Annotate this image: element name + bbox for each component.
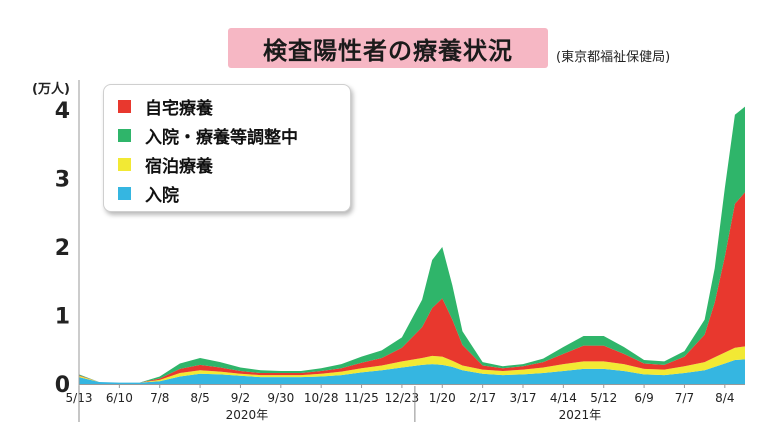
x-tick-label-3-17: 3/17 xyxy=(510,391,537,405)
y-axis-unit: (万人) xyxy=(32,82,70,97)
source-note: (東京都福祉保健局) xyxy=(556,50,671,65)
legend-swatch-adjusting xyxy=(118,129,131,142)
legend-swatch-home xyxy=(118,100,131,113)
legend-swatch-hospital xyxy=(118,187,131,200)
y-tick-label-3: 3 xyxy=(55,168,70,193)
legend-label-home: 自宅療養 xyxy=(145,99,213,119)
x-tick-label-6-10: 6/10 xyxy=(106,391,133,405)
x-tick-label-8-4: 8/4 xyxy=(715,391,734,405)
series-hotel-area xyxy=(79,346,745,383)
y-tick-label-0: 0 xyxy=(55,373,70,398)
y-tick-label-1: 1 xyxy=(55,305,70,330)
legend-item-hotel: 宿泊療養 xyxy=(118,150,350,179)
legend: 自宅療養 入院・療養等調整中 宿泊療養 入院 xyxy=(103,84,351,212)
legend-label-hotel: 宿泊療養 xyxy=(145,157,213,177)
x-tick-label-2-17: 2/17 xyxy=(469,391,496,405)
x-tick-label-5-12: 5/12 xyxy=(590,391,617,405)
y-tick-label-4: 4 xyxy=(55,99,70,124)
x-tick-label-7-7: 7/7 xyxy=(675,391,694,405)
x-tick-label-9-2: 9/2 xyxy=(231,391,250,405)
x-tick-label-10-28: 10/28 xyxy=(304,391,339,405)
x-tick-label-4-14: 4/14 xyxy=(550,391,577,405)
series-adjusting-area xyxy=(79,106,745,383)
series-hospital-area xyxy=(79,359,745,384)
legend-swatch-hotel xyxy=(118,158,131,171)
legend-label-hospital: 入院 xyxy=(145,186,179,206)
year-label-2020: 2020年 xyxy=(226,408,269,422)
legend-item-adjusting: 入院・療養等調整中 xyxy=(118,121,350,150)
y-tick-label-2: 2 xyxy=(55,236,70,261)
legend-item-home: 自宅療養 xyxy=(118,92,350,121)
x-tick-label-9-30: 9/30 xyxy=(267,391,294,405)
x-tick-label-1-20: 1/20 xyxy=(429,391,456,405)
x-tick-label-7-8: 7/8 xyxy=(150,391,169,405)
x-tick-label-6-9: 6/9 xyxy=(634,391,653,405)
series-home-area xyxy=(79,192,745,383)
year-label-2021: 2021年 xyxy=(559,408,602,422)
x-tick-label-11-25: 11/25 xyxy=(344,391,379,405)
legend-item-hospital: 入院 xyxy=(118,179,350,208)
x-tick-label-12-23: 12/23 xyxy=(385,391,420,405)
legend-label-adjusting: 入院・療養等調整中 xyxy=(145,128,298,148)
chart-title: 検査陽性者の療養状況 xyxy=(228,28,548,68)
x-tick-label-8-5: 8/5 xyxy=(190,391,209,405)
